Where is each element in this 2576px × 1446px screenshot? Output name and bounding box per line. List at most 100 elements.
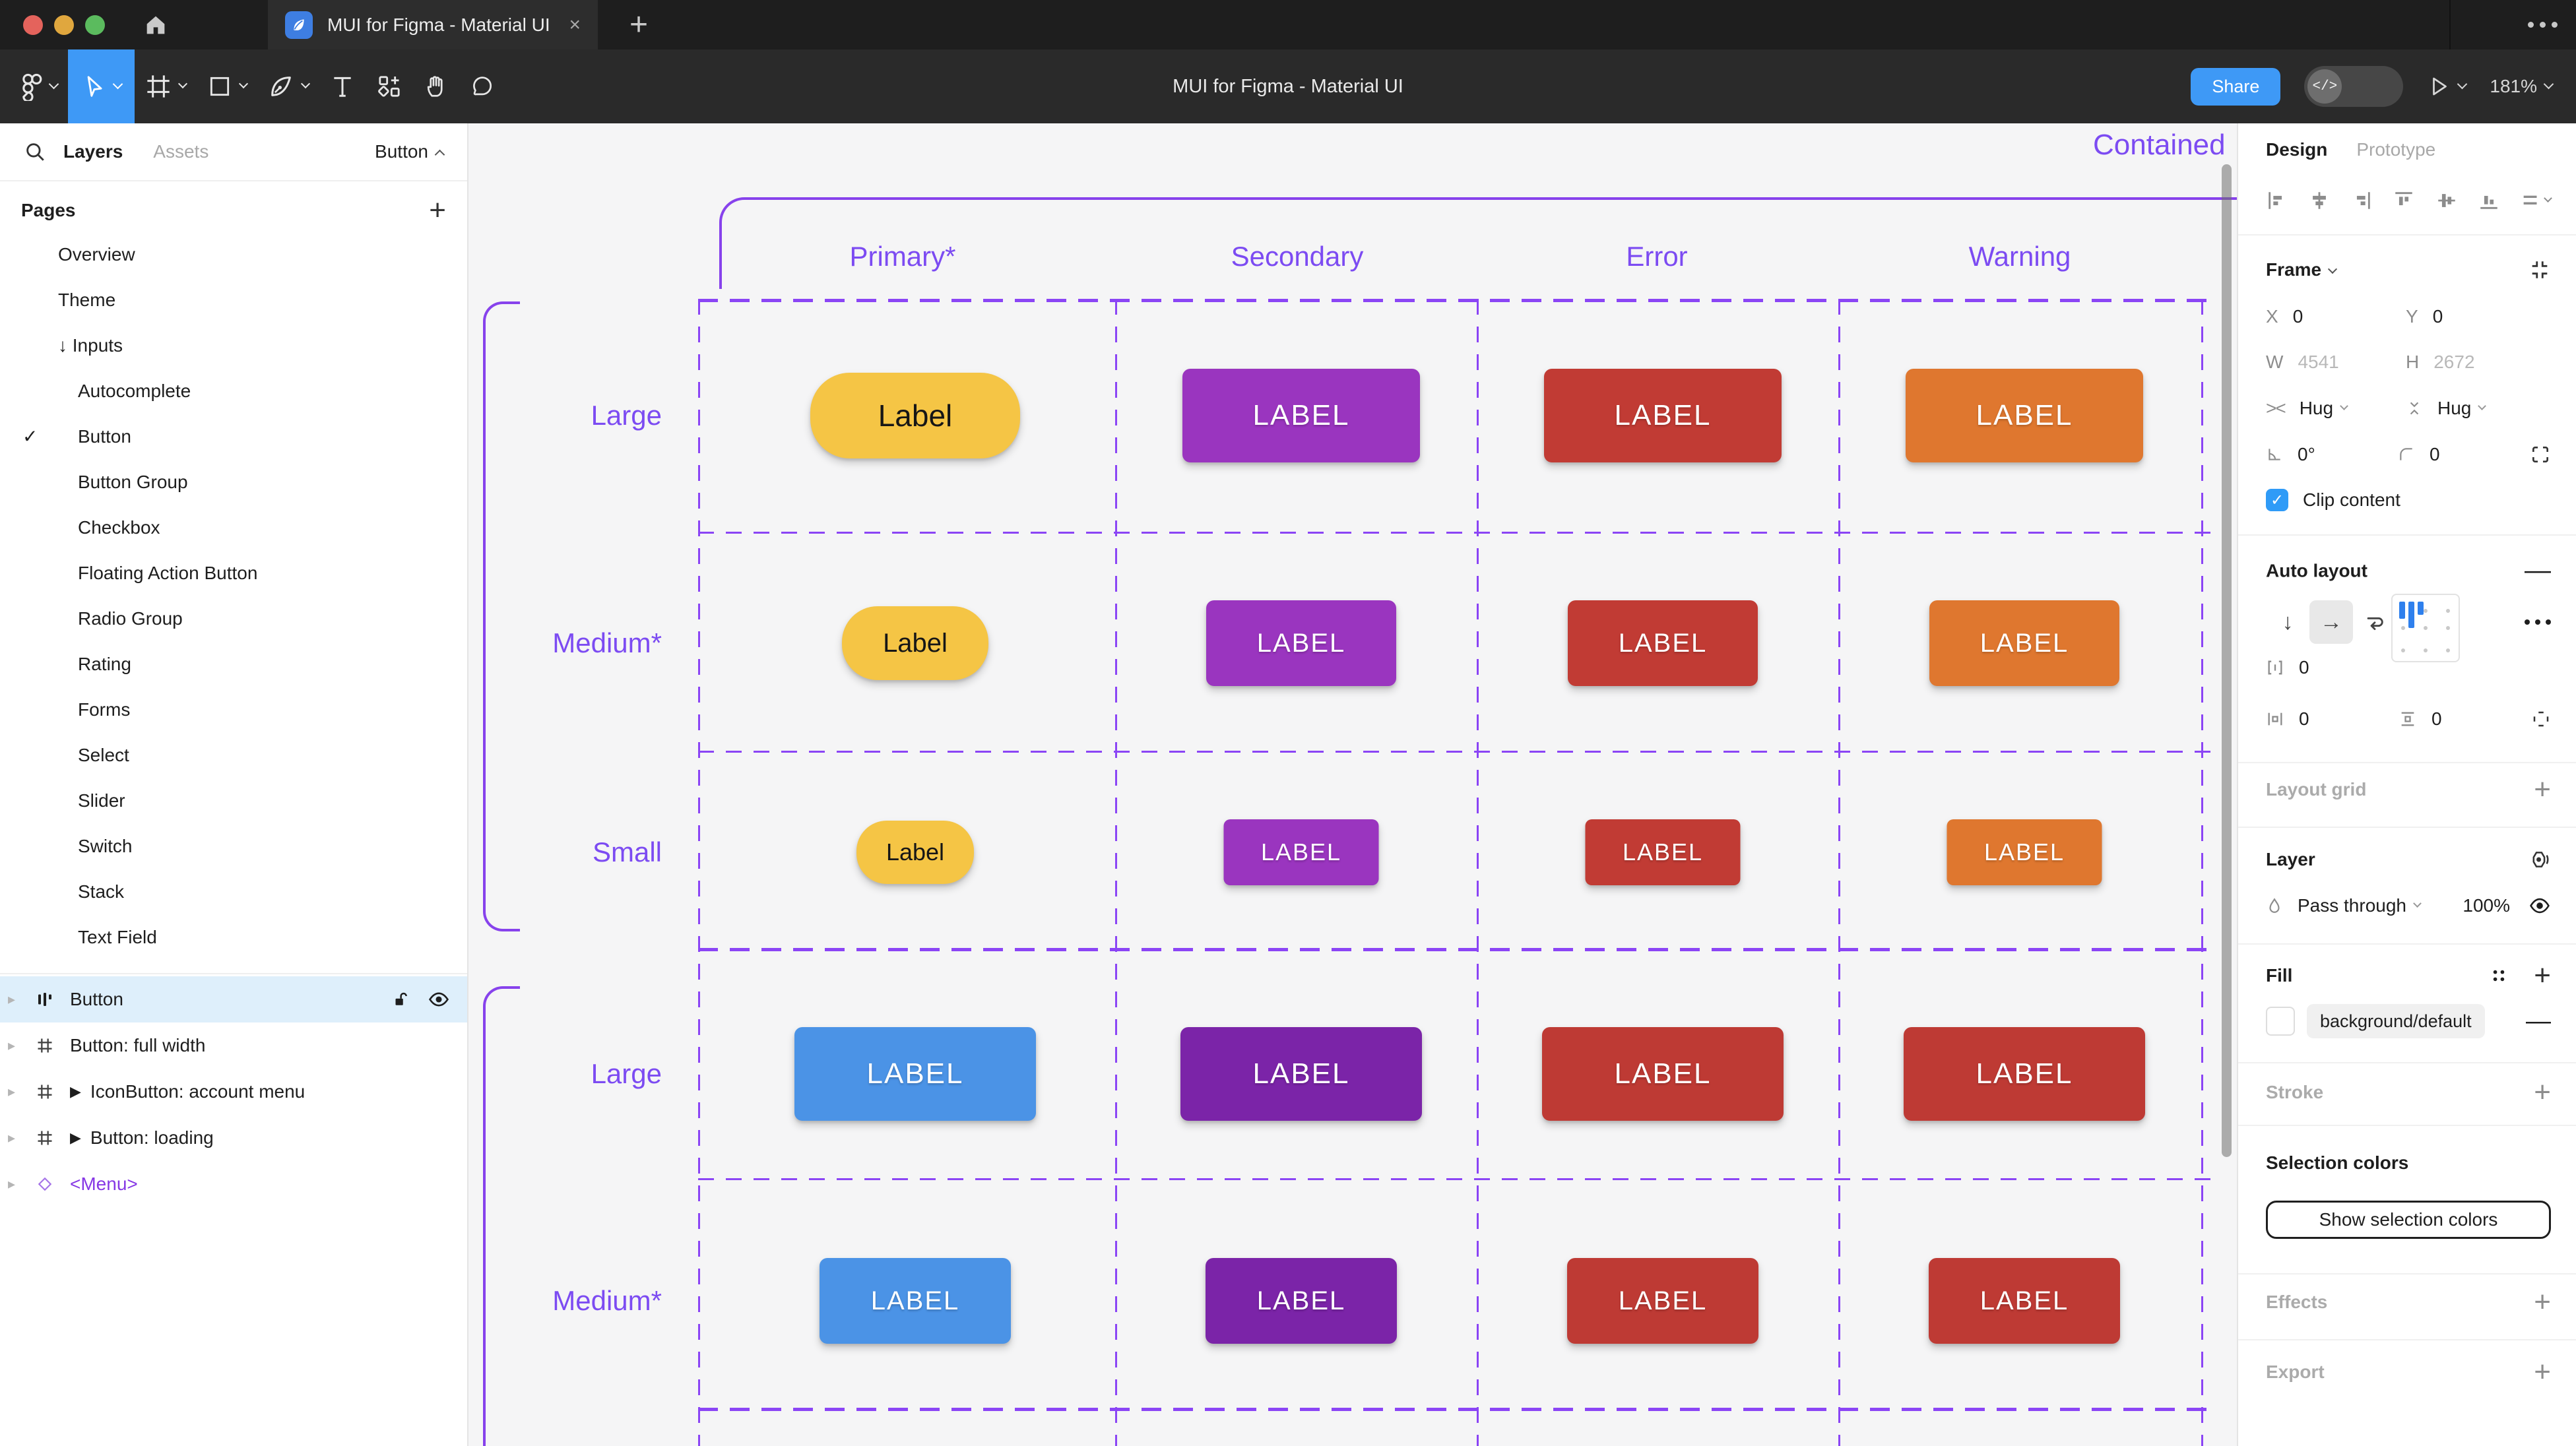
mui-button-error-medium-r4[interactable]: LABEL	[1567, 1258, 1758, 1344]
vertical-resizing-select[interactable]: Hug	[2406, 398, 2546, 419]
add-page-button[interactable]: +	[429, 194, 446, 226]
align-h-center-icon[interactable]	[2308, 189, 2331, 212]
comment-tool-button[interactable]	[459, 49, 505, 123]
auto-layout-more-icon[interactable]	[2525, 619, 2551, 625]
sidebar-page-forms[interactable]: Forms	[0, 687, 467, 732]
clip-content-checkbox[interactable]: ✓	[2266, 489, 2288, 511]
layer-row-button-full-width[interactable]: ▸ Button: full width	[0, 1022, 467, 1069]
sidebar-page-radio-group[interactable]: Radio Group	[0, 596, 467, 641]
mui-button-secondary-medium-r4[interactable]: LABEL	[1206, 1258, 1397, 1344]
add-effect-button[interactable]: +	[2534, 1286, 2551, 1318]
page-selector[interactable]: Button	[375, 141, 445, 162]
mui-button-secondary-small-r2[interactable]: LABEL	[1223, 819, 1379, 885]
horizontal-padding-field[interactable]: 0	[2266, 708, 2399, 730]
show-selection-colors-button[interactable]: Show selection colors	[2266, 1201, 2551, 1239]
direction-vertical-button[interactable]: ↓	[2282, 609, 2294, 635]
align-v-center-icon[interactable]	[2435, 189, 2458, 212]
mui-button-error-small-r2[interactable]: LABEL	[1585, 819, 1741, 885]
vertical-padding-field[interactable]: 0	[2399, 708, 2531, 730]
mui-button-error-medium-r1[interactable]: LABEL	[1568, 600, 1758, 686]
layer-row-button-loading[interactable]: ▸ ▶ Button: loading	[0, 1115, 467, 1161]
text-tool-button[interactable]	[319, 49, 366, 123]
mui-button-primary-medium-r4[interactable]: LABEL	[820, 1258, 1011, 1344]
gap-field[interactable]: 0	[2266, 657, 2406, 678]
pen-tool-button[interactable]	[257, 49, 319, 123]
main-menu-button[interactable]	[9, 49, 68, 123]
clip-content-row[interactable]: ✓ Clip content	[2266, 489, 2551, 511]
expand-chevron-icon[interactable]: ▸	[8, 1129, 16, 1146]
direction-wrap-button[interactable]	[2353, 600, 2397, 644]
align-right-icon[interactable]	[2350, 189, 2373, 212]
align-top-icon[interactable]	[2393, 189, 2415, 212]
frame-tool-button[interactable]	[135, 49, 197, 123]
window-menu-icon[interactable]	[2528, 0, 2558, 49]
sidebar-page-stack[interactable]: Stack	[0, 869, 467, 914]
sidebar-page-select[interactable]: Select	[0, 732, 467, 778]
canvas-viewport[interactable]: Contained Primary* Secondary Error Warning L…	[468, 123, 2237, 1446]
canvas-scrollbar[interactable]	[2222, 164, 2232, 1157]
fill-style-chip[interactable]: background/default	[2307, 1004, 2485, 1038]
remove-auto-layout-button[interactable]: —	[2525, 555, 2551, 585]
tab-design[interactable]: Design	[2266, 139, 2328, 160]
dev-mode-toggle[interactable]: </>	[2304, 66, 2404, 107]
mui-button-warning-medium-r1[interactable]: LABEL	[1929, 600, 2119, 686]
mui-button-secondary-medium-r1[interactable]: LABEL	[1206, 600, 1396, 686]
mui-button-warning-large-r3[interactable]: LABEL	[1904, 1027, 2145, 1121]
sidebar-page-inputs[interactable]: ↓ Inputs	[0, 323, 467, 368]
rotation-field[interactable]: 0°	[2266, 444, 2398, 465]
new-tab-button[interactable]: +	[629, 7, 649, 42]
sidebar-page-checkbox[interactable]: Checkbox	[0, 505, 467, 550]
mui-button-primary-small-r2[interactable]: Label	[856, 821, 974, 884]
tab-prototype[interactable]: Prototype	[2356, 139, 2436, 160]
expand-chevron-icon[interactable]: ▸	[8, 1176, 16, 1192]
sidebar-page-autocomplete[interactable]: Autocomplete	[0, 368, 467, 414]
mui-button-primary-medium-r1[interactable]: Label	[842, 606, 988, 680]
move-tool-button[interactable]	[68, 49, 135, 123]
mui-button-secondary-large-r0[interactable]: LABEL	[1182, 369, 1420, 462]
remove-fill-button[interactable]: —	[2526, 1007, 2551, 1035]
direction-horizontal-button[interactable]: →	[2309, 600, 2353, 644]
visible-icon[interactable]	[428, 988, 450, 1011]
sidebar-page-text-field[interactable]: Text Field	[0, 914, 467, 960]
add-layout-grid-button[interactable]: +	[2534, 773, 2551, 805]
mui-button-primary-large-r3[interactable]: LABEL	[794, 1027, 1036, 1121]
blend-mode-select[interactable]: Pass through	[2298, 895, 2406, 916]
file-tab[interactable]: MUI for Figma - Material UI ×	[268, 0, 598, 49]
traffic-close-button[interactable]	[23, 15, 43, 35]
frame-title[interactable]: Frame	[2266, 259, 2322, 280]
layer-row-iconbutton-account-menu[interactable]: ▸ ▶ IconButton: account menu	[0, 1069, 467, 1115]
layer-row-button[interactable]: ▸ Button	[0, 976, 467, 1022]
mui-button-warning-small-r2[interactable]: LABEL	[1947, 819, 2102, 885]
tab-layers[interactable]: Layers	[63, 141, 123, 162]
zoom-menu[interactable]: 181%	[2490, 76, 2554, 97]
present-button[interactable]	[2427, 75, 2468, 98]
tab-assets[interactable]: Assets	[153, 141, 209, 162]
blend-mode-icon[interactable]	[2528, 848, 2551, 871]
add-stroke-button[interactable]: +	[2534, 1076, 2551, 1108]
alignment-grid-widget[interactable]	[2391, 594, 2460, 662]
sidebar-page-switch[interactable]: Switch	[0, 823, 467, 869]
mui-button-error-large-r0[interactable]: LABEL	[1544, 369, 1782, 462]
height-field[interactable]: H 2672	[2406, 352, 2475, 372]
align-bottom-icon[interactable]	[2478, 189, 2500, 212]
mui-button-error-large-r3[interactable]: LABEL	[1542, 1027, 1784, 1121]
home-icon[interactable]	[143, 12, 169, 38]
search-icon[interactable]	[24, 141, 46, 163]
sidebar-page-button[interactable]: ✓ Button	[0, 414, 467, 459]
sidebar-page-button-group[interactable]: Button Group	[0, 459, 467, 505]
document-title[interactable]: MUI for Figma - Material UI	[1173, 75, 1403, 97]
expand-chevron-icon[interactable]: ▸	[8, 991, 16, 1007]
width-field[interactable]: W 4541	[2266, 352, 2339, 372]
layer-visibility-icon[interactable]	[2528, 895, 2551, 917]
resources-tool-button[interactable]	[366, 49, 413, 123]
fill-color-swatch[interactable]	[2266, 1007, 2295, 1036]
tab-close-icon[interactable]: ×	[569, 13, 581, 36]
horizontal-resizing-select[interactable]: >< Hug	[2266, 398, 2406, 419]
fill-styles-icon[interactable]	[2490, 967, 2507, 984]
mui-button-warning-medium-r4[interactable]: LABEL	[1929, 1258, 2120, 1344]
shape-tool-button[interactable]	[197, 49, 257, 123]
mui-button-primary-large-r0[interactable]: Label	[810, 373, 1020, 458]
opacity-field[interactable]: 100%	[2463, 895, 2510, 916]
